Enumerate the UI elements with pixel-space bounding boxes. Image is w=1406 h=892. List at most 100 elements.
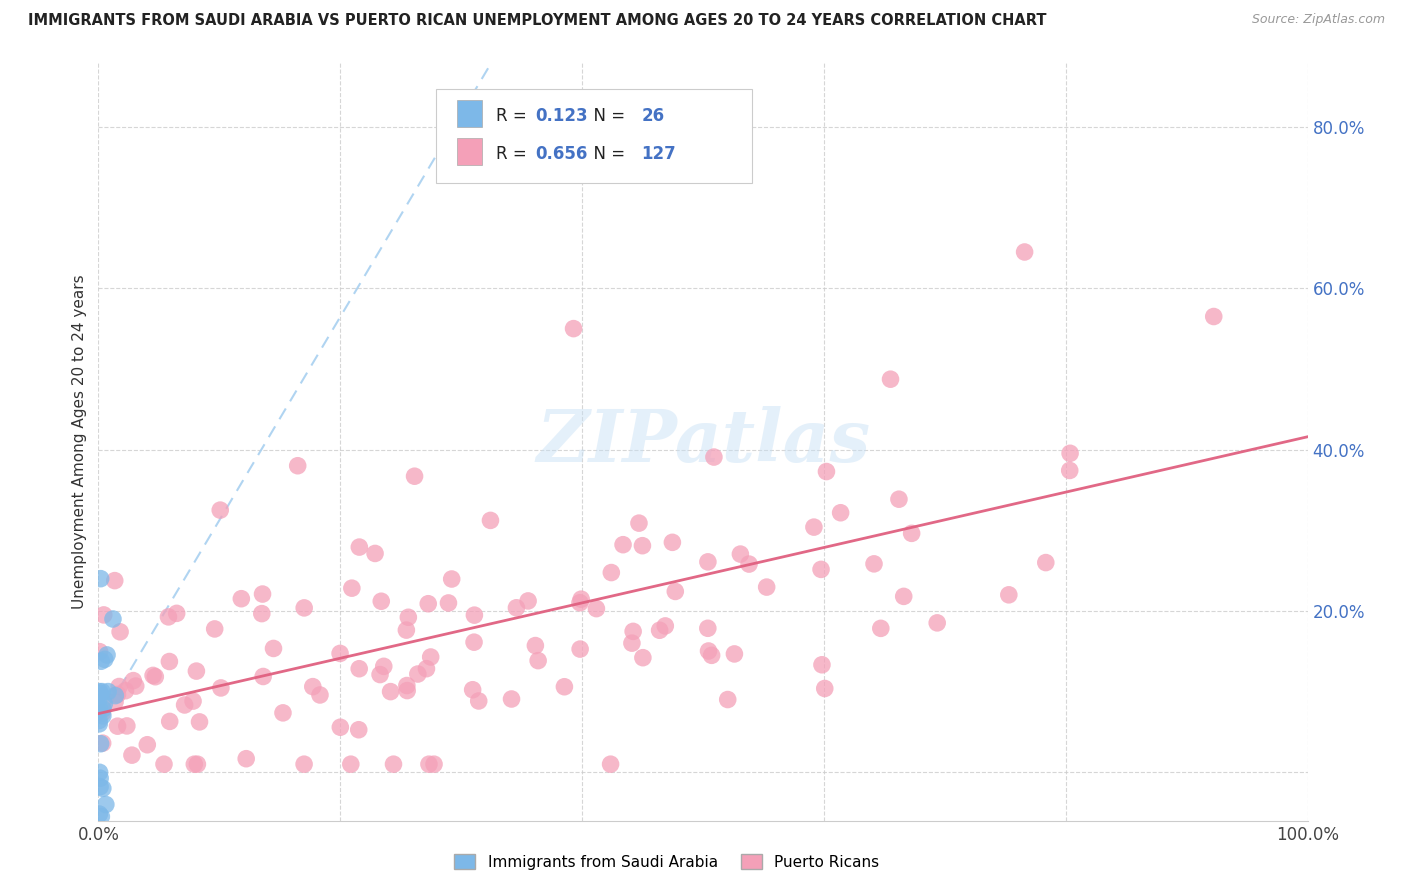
Point [418,757,440,772]
Point [627,516,650,530]
Point [90,809,112,823]
Point [927,615,949,630]
Point [396,683,419,698]
Point [347,723,370,737]
Point [329,647,352,661]
Point [461,682,484,697]
Point [404,469,426,483]
Point [631,539,654,553]
Point [340,757,363,772]
Point [89,716,111,731]
Point [93,697,115,711]
Point [186,664,208,678]
Point [440,572,463,586]
Point [181,694,204,708]
Point [527,654,550,668]
Point [479,513,502,527]
Point [252,669,274,683]
Point [887,492,910,507]
Point [697,644,720,658]
Point [1202,310,1225,324]
Point [1059,463,1081,477]
Point [347,662,370,676]
Point [463,608,485,623]
Point [231,591,253,606]
Point [803,520,825,534]
Point [814,681,837,696]
Point [717,692,740,706]
Text: N =: N = [583,107,631,125]
Point [329,720,352,734]
Point [91,708,114,723]
Point [87,692,110,706]
Point [703,450,725,464]
Point [396,610,419,624]
Point [467,694,489,708]
Point [89,684,111,698]
Point [810,562,832,576]
Point [173,698,195,712]
Point [107,688,129,702]
Point [142,668,165,682]
Point [292,757,315,772]
Text: ZIPatlas: ZIPatlas [536,406,870,477]
Point [648,624,671,638]
Point [568,596,591,610]
Point [373,659,395,673]
Text: 0.656: 0.656 [536,145,588,163]
Point [621,624,644,639]
Text: R =: R = [496,145,533,163]
Point [370,594,392,608]
Point [96,648,118,662]
Point [107,719,129,733]
Point [91,706,114,720]
Point [90,572,112,586]
Point [505,600,527,615]
Point [204,622,226,636]
Point [738,557,761,571]
Point [157,610,180,624]
Point [309,688,332,702]
Point [252,587,274,601]
Point [108,680,131,694]
Point [368,667,391,681]
Point [89,700,111,714]
Point [90,654,112,668]
Point [94,652,117,666]
Point [569,592,592,607]
Point [612,538,634,552]
Point [380,684,402,698]
Point [108,624,131,639]
Point [90,737,112,751]
Point [166,607,188,621]
Point [121,748,143,763]
Point [869,621,891,635]
Point [415,662,437,676]
Point [419,650,441,665]
Point [89,780,111,794]
Point [250,607,273,621]
Point [382,757,405,772]
Point [569,642,592,657]
Point [89,687,111,701]
Point [157,655,180,669]
Point [186,757,208,772]
Point [830,506,852,520]
Point [562,321,585,335]
Text: 127: 127 [641,145,676,163]
Point [125,679,148,693]
Point [1035,556,1057,570]
Point [879,372,901,386]
Point [600,566,623,580]
Point [89,765,111,780]
Point [815,465,838,479]
Point [620,636,643,650]
Point [91,702,114,716]
Point [631,650,654,665]
Point [292,600,315,615]
Point [730,547,752,561]
Point [654,619,676,633]
Point [395,623,418,637]
Point [122,673,145,688]
Y-axis label: Unemployment Among Ages 20 to 24 years: Unemployment Among Ages 20 to 24 years [72,274,87,609]
